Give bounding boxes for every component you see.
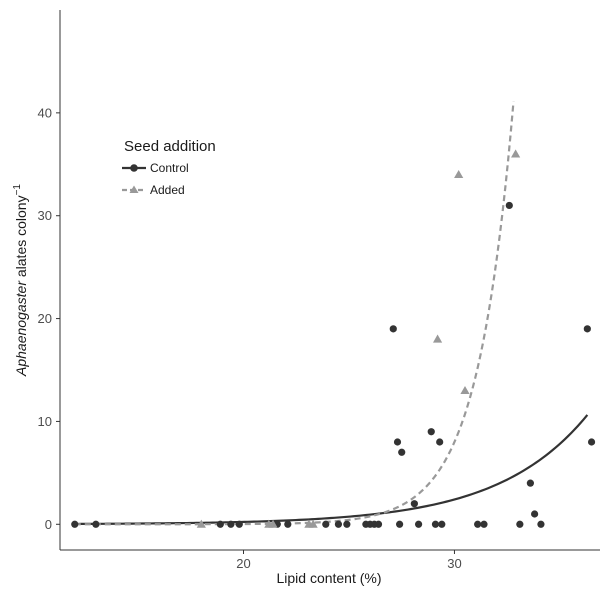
data-point-control (531, 510, 539, 518)
data-point-added (454, 169, 464, 179)
x-axis-title: Lipid content (%) (276, 570, 381, 586)
legend-control-marker (130, 164, 138, 172)
data-point-control (284, 520, 292, 528)
y-axis-title: Aphaenogaster alates colony−1 (12, 184, 29, 377)
x-ticks: 20 30 (236, 550, 462, 571)
data-point-control (71, 520, 79, 528)
data-point-control (587, 438, 596, 446)
legend-added-marker (129, 185, 139, 193)
data-point-control (526, 479, 534, 487)
data-point-control (343, 520, 351, 528)
axes (59, 10, 600, 551)
fit-curves (74, 101, 589, 526)
y-tick-label: 40 (38, 105, 52, 120)
data-point-control (537, 520, 545, 528)
data-point-control (322, 520, 330, 528)
data-points (71, 149, 596, 528)
legend: Seed addition Control Added (122, 138, 216, 197)
data-point-added (308, 519, 318, 528)
fit-curve-control (74, 414, 589, 526)
data-point-control (374, 520, 383, 528)
data-point-control (427, 428, 435, 436)
data-point-added (196, 519, 206, 528)
y-tick-label: 20 (38, 311, 52, 326)
data-point-control (436, 438, 444, 446)
data-point-control (583, 325, 591, 333)
y-axis-title-rest: alates colony (13, 195, 29, 281)
legend-control-label: Control (150, 161, 189, 175)
legend-added-label: Added (150, 183, 185, 197)
data-point-control (516, 520, 524, 528)
fit-curve-added (74, 101, 515, 526)
data-point-control (216, 520, 224, 528)
data-point-control (396, 520, 404, 528)
y-axis-title-superscript: −1 (12, 184, 23, 196)
data-point-control (393, 438, 402, 446)
data-point-control (438, 520, 446, 528)
data-point-control (92, 520, 100, 528)
legend-title: Seed addition (124, 138, 216, 155)
data-point-added (432, 334, 443, 343)
data-point-added (511, 149, 521, 158)
y-tick-label: 30 (38, 208, 52, 223)
data-point-control (431, 520, 440, 528)
y-tick-label: 10 (38, 414, 52, 429)
data-point-control (389, 325, 397, 333)
x-tick-label: 20 (236, 556, 250, 571)
data-point-control (334, 520, 343, 528)
y-axis-title-italic: Aphaenogaster (13, 280, 29, 377)
data-point-added (460, 385, 470, 395)
y-tick-label: 0 (45, 517, 52, 532)
data-point-control (410, 500, 418, 508)
x-tick-label: 30 (447, 556, 461, 571)
data-point-control (227, 520, 235, 528)
data-point-control (474, 520, 482, 528)
data-point-control (480, 520, 488, 528)
data-point-added (268, 519, 278, 528)
data-point-control (505, 201, 513, 210)
data-point-control (235, 520, 243, 528)
data-point-control (398, 448, 406, 456)
data-point-control (414, 520, 423, 528)
y-ticks: 0 10 20 30 40 (38, 105, 60, 532)
